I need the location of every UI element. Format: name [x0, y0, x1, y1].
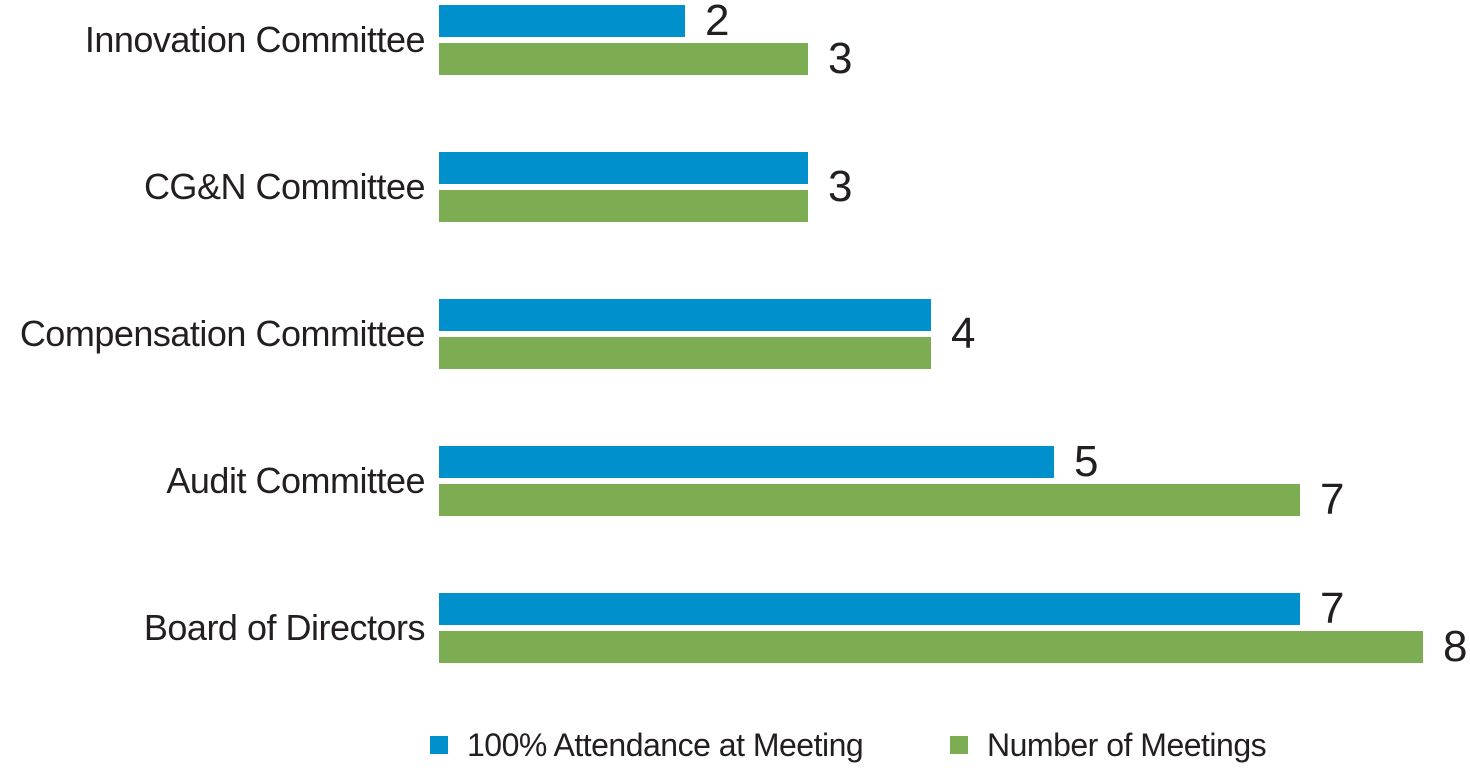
- bar-meetings: [439, 484, 1300, 516]
- category-label: Innovation Committee: [84, 19, 426, 60]
- category-label: Compensation Committee: [19, 313, 426, 354]
- value-label: 3: [828, 162, 853, 211]
- bar-attendance: [439, 5, 685, 37]
- legend-item-attendance: 100% Attendance at Meeting: [430, 726, 864, 763]
- bar-meetings: [439, 43, 808, 75]
- bar-attendance: [439, 152, 808, 184]
- legend-swatch-attendance-icon: [430, 736, 448, 754]
- value-label: 5: [1074, 437, 1099, 486]
- category-label: Audit Committee: [166, 460, 425, 501]
- value-label: 8: [1443, 622, 1468, 671]
- legend-label-meetings: Number of Meetings: [987, 726, 1267, 763]
- legend-label-attendance: 100% Attendance at Meeting: [467, 726, 864, 763]
- category-label: CG&N Committee: [143, 166, 426, 207]
- category-label: Board of Directors: [143, 607, 426, 648]
- bar-attendance: [439, 446, 1054, 478]
- value-label: 4: [951, 309, 976, 358]
- bar-meetings: [439, 337, 931, 369]
- bar-meetings: [439, 190, 808, 222]
- value-label: 3: [828, 34, 853, 83]
- value-label: 2: [705, 0, 730, 45]
- legend-item-meetings: Number of Meetings: [950, 726, 1267, 763]
- value-label: 7: [1320, 584, 1345, 633]
- bar-attendance: [439, 299, 931, 331]
- bar-meetings: [439, 631, 1423, 663]
- legend-swatch-meetings-icon: [950, 736, 968, 754]
- bar-attendance: [439, 593, 1300, 625]
- value-label: 7: [1320, 475, 1345, 524]
- chart-legend: 100% Attendance at Meeting Number of Mee…: [0, 727, 1470, 763]
